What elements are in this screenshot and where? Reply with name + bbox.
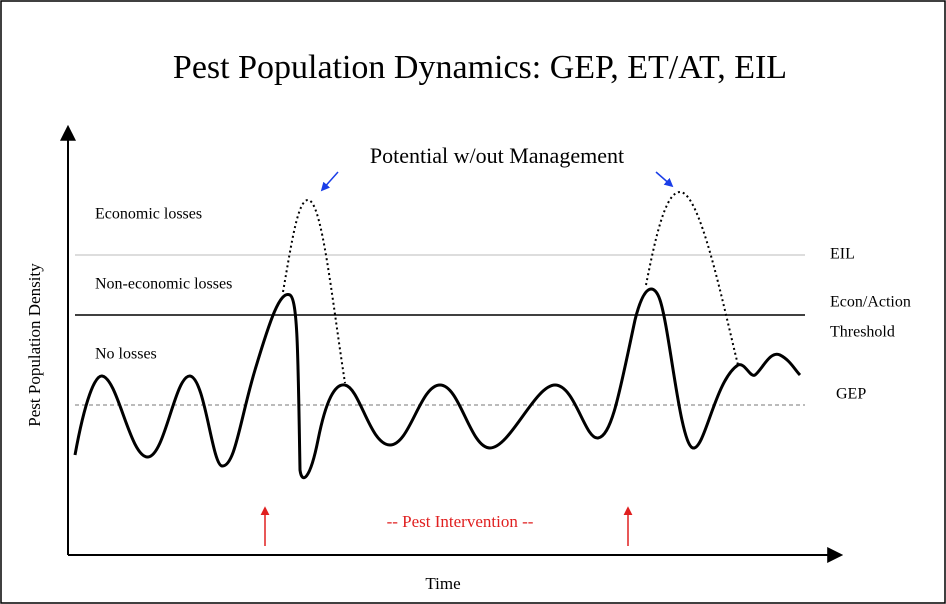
zone-label: Non-economic losses [95, 276, 232, 293]
x-axis-label: Time [425, 574, 460, 593]
level-label: EIL [830, 246, 855, 263]
y-axis-label: Pest Population Density [25, 263, 44, 427]
level-label: Econ/Action [830, 294, 911, 311]
potential-arrow [320, 171, 339, 192]
title: Pest Population Dynamics: GEP, ET/AT, EI… [173, 49, 787, 86]
potential-curve [282, 198, 346, 384]
potential-curve [645, 190, 739, 366]
zone-label: No losses [95, 346, 157, 363]
population-curve [73, 287, 802, 480]
potential-arrow [655, 171, 674, 188]
level-label: Threshold [830, 324, 895, 341]
intervention-label: -- Pest Intervention -- [387, 512, 534, 531]
potential-label: Potential w/out Management [370, 143, 624, 168]
zone-label: Economic losses [95, 206, 202, 223]
level-label: GEP [836, 386, 866, 403]
